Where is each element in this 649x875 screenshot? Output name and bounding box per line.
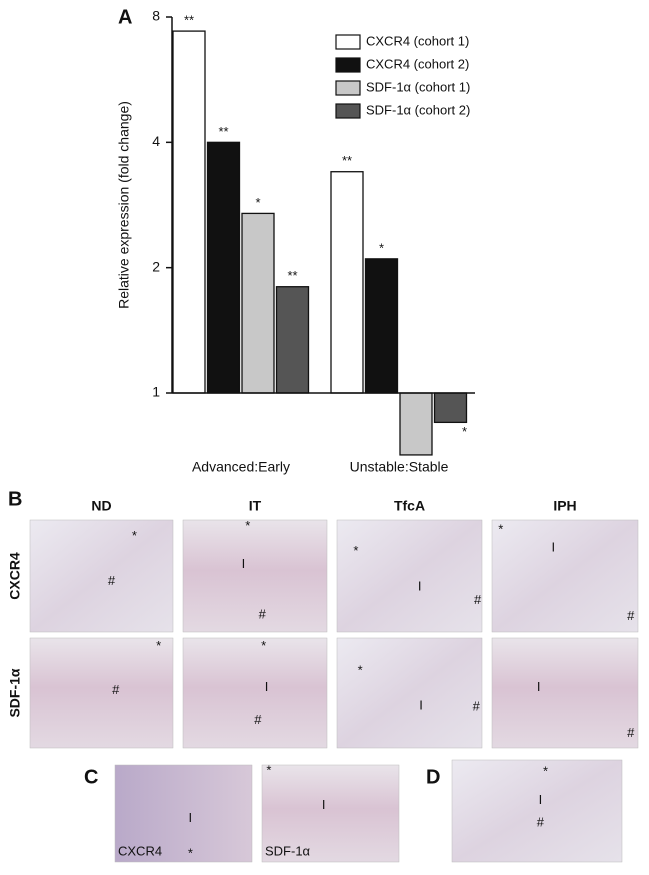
panel-c: C CXCR4 I * SDF-1α * I	[84, 762, 400, 863]
image-marker: *	[156, 638, 161, 653]
bar	[241, 212, 275, 394]
significance-label: **	[218, 124, 228, 139]
bar	[206, 141, 241, 394]
panel-label: D	[426, 766, 440, 788]
image-marker: I	[537, 679, 541, 694]
image-marker: *	[543, 764, 548, 779]
histology-image	[336, 637, 483, 749]
image-marker: I	[539, 792, 543, 807]
image-marker: I	[265, 679, 269, 694]
bar-chart: 1248Advanced:Early*******Unstable:Stable…	[152, 8, 475, 475]
legend-swatch	[335, 80, 361, 96]
legend-swatch	[335, 57, 361, 73]
panel-b: B ND IT TfcA IPH CXCR4 * # * I # * I # * I # SDF-1α * # * I #…	[7, 488, 639, 749]
histology-image	[114, 764, 253, 863]
image-caption: SDF-1α	[265, 843, 311, 858]
image-marker: I	[419, 698, 423, 713]
column-header: IT	[249, 498, 262, 514]
histology-image	[491, 637, 639, 749]
bar	[172, 30, 206, 394]
image-marker: I	[322, 797, 326, 812]
significance-label: *	[255, 195, 260, 210]
bar	[399, 392, 433, 456]
row-label: SDF-1α	[7, 668, 23, 717]
histology-image	[491, 519, 639, 633]
image-caption: CXCR4	[118, 843, 162, 858]
legend-label: SDF-1α (cohort 1)	[366, 79, 470, 94]
column-header: IPH	[553, 498, 576, 514]
y-axis-label: Relative expression (fold change)	[116, 101, 132, 309]
image-marker: #	[474, 592, 482, 607]
image-marker: #	[473, 699, 481, 714]
image-marker: *	[266, 762, 271, 777]
image-marker: *	[353, 543, 358, 558]
significance-label: **	[342, 153, 352, 168]
legend-swatch	[335, 34, 361, 50]
image-marker: #	[259, 607, 267, 622]
significance-label: **	[287, 268, 297, 283]
image-marker: I	[189, 810, 193, 825]
image-marker: *	[188, 846, 193, 861]
image-marker: *	[498, 522, 503, 537]
column-header: ND	[91, 498, 111, 514]
histology-image	[261, 764, 400, 863]
image-marker: #	[627, 725, 635, 740]
image-marker: #	[112, 682, 120, 697]
image-marker: *	[245, 518, 250, 533]
bar	[275, 286, 310, 394]
histology-image	[29, 519, 174, 633]
y-tick-label: 2	[152, 258, 160, 274]
panel-d: D *I #	[426, 759, 623, 863]
image-marker: I	[418, 579, 422, 594]
histology-image	[336, 519, 483, 633]
x-tick-label: Advanced:Early	[192, 459, 290, 475]
bar	[330, 171, 364, 394]
bar	[433, 392, 468, 424]
column-header: TfcA	[394, 498, 425, 514]
legend-label: SDF-1α (cohort 2)	[366, 102, 470, 117]
histology-image	[182, 519, 328, 633]
panel-label: B	[8, 488, 22, 510]
image-marker: I	[242, 556, 246, 571]
image-marker: *	[132, 528, 137, 543]
image-marker: *	[358, 662, 363, 677]
image-marker: #	[537, 815, 545, 830]
histology-image	[451, 759, 623, 863]
legend-label: CXCR4 (cohort 2)	[366, 56, 469, 71]
legend-label: CXCR4 (cohort 1)	[366, 33, 469, 48]
image-marker: *	[261, 638, 266, 653]
y-tick-label: 1	[152, 384, 160, 400]
significance-label: *	[379, 240, 384, 255]
image-marker: #	[627, 608, 635, 623]
image-marker: #	[254, 712, 262, 727]
significance-label: *	[462, 424, 467, 439]
y-tick-label: 8	[152, 8, 160, 24]
y-tick-label: 4	[152, 133, 160, 149]
image-marker: #	[108, 573, 116, 588]
significance-label: **	[184, 13, 194, 28]
panel-label: A	[118, 6, 132, 28]
bar	[364, 258, 399, 394]
image-marker: I	[552, 539, 556, 554]
histology-image	[182, 637, 328, 749]
x-tick-label: Unstable:Stable	[350, 459, 449, 475]
legend-swatch	[335, 103, 361, 119]
panel-label: C	[84, 766, 98, 788]
row-label: CXCR4	[7, 552, 23, 600]
histology-image	[29, 637, 174, 749]
